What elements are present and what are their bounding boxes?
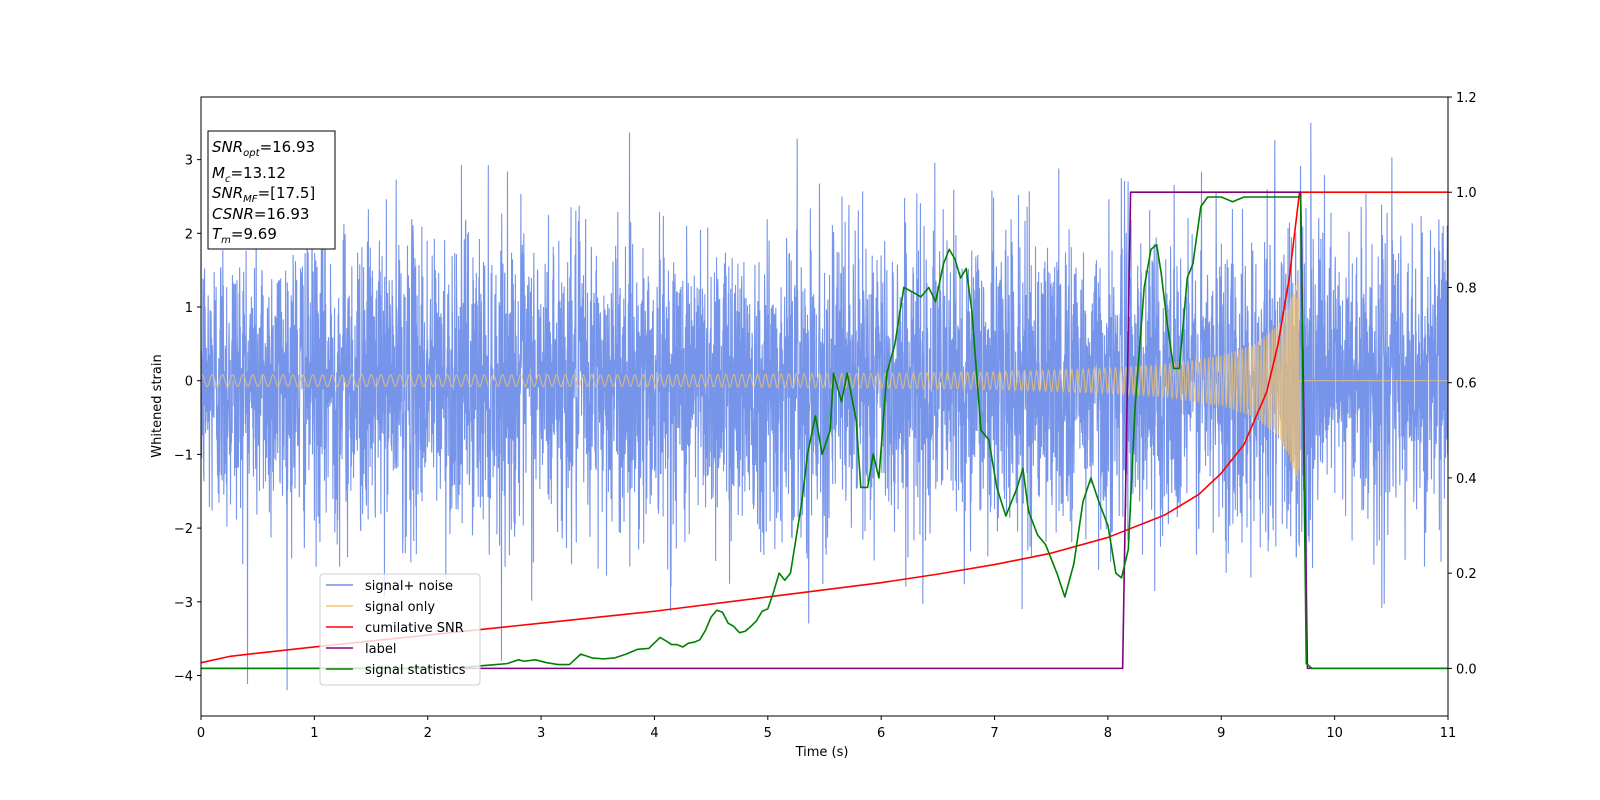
y-right-tick-label: 0.4 (1456, 472, 1477, 487)
y-axis-label: Whitened strain (150, 354, 165, 457)
x-axis: 0 1 2 3 4 5 6 7 8 9 10 11 (197, 716, 1456, 741)
x-tick-label: 9 (1217, 726, 1225, 741)
x-tick-label: 3 (537, 726, 545, 741)
info-snr-opt: SNRopt=16.93 (212, 138, 315, 159)
info-mc: Mc=13.12 (212, 164, 286, 185)
x-axis-label: Time (s) (795, 745, 849, 760)
y-right-tick-label: 1.2 (1456, 91, 1477, 106)
legend-frame (319, 573, 481, 686)
signal-statistics-line (201, 196, 1448, 670)
noise-line (201, 122, 1448, 691)
y-left-tick-label: −4 (174, 669, 193, 684)
info-box-frame (207, 130, 336, 250)
info-csnr: CSNR=16.93 (212, 205, 309, 223)
legend: signal+ noise signal only cumilative SNR la… (319, 573, 481, 686)
plot-frame (200, 96, 1449, 717)
legend-label: signal+ noise (365, 579, 453, 594)
y-left-tick-label: 3 (185, 154, 193, 169)
y-right-tick-label: 0.2 (1456, 567, 1477, 582)
y-right-tick-label: 0.8 (1456, 281, 1477, 296)
info-snr-mf: SNRMF=[17.5] (212, 184, 315, 205)
legend-label: label (365, 642, 396, 657)
y-left-tick-label: 2 (185, 227, 193, 242)
series-signal-noise (201, 122, 1448, 691)
series-signal-statistics (201, 196, 1448, 670)
series-signal-only (201, 281, 1448, 482)
x-tick-label: 0 (197, 726, 205, 741)
x-tick-label: 10 (1326, 726, 1343, 741)
x-tick-label: 4 (650, 726, 658, 741)
y-right-tick-label: 0.0 (1456, 662, 1477, 677)
y-left-tick-label: −1 (174, 448, 193, 463)
legend-label: signal only (365, 600, 435, 615)
legend-label: signal statistics (365, 663, 466, 678)
x-tick-label: 6 (877, 726, 885, 741)
y-left-tick-label: −3 (174, 596, 193, 611)
y-right-tick-label: 1.0 (1456, 186, 1477, 201)
y-axis-left: 3 2 1 0 −1 −2 −3 −4 (174, 154, 201, 684)
info-box: SNRopt=16.93 Mc=13.12 SNRMF=[17.5] CSNR=… (207, 130, 336, 250)
x-tick-label: 11 (1440, 726, 1457, 741)
y-axis-right: 1.2 1.0 0.8 0.6 0.4 0.2 0.0 (1448, 91, 1477, 677)
y-left-tick-label: 1 (185, 301, 193, 316)
y-left-tick-label: 0 (185, 375, 193, 390)
y-right-tick-label: 0.6 (1456, 377, 1477, 392)
x-tick-label: 5 (764, 726, 772, 741)
legend-label: cumilative SNR (365, 621, 464, 636)
x-tick-label: 7 (990, 726, 998, 741)
signal-line (201, 281, 1448, 482)
info-tm: Tm=9.69 (212, 225, 277, 246)
y-left-tick-label: −2 (174, 522, 193, 537)
x-tick-label: 2 (424, 726, 432, 741)
x-tick-label: 1 (310, 726, 318, 741)
x-tick-label: 8 (1104, 726, 1112, 741)
